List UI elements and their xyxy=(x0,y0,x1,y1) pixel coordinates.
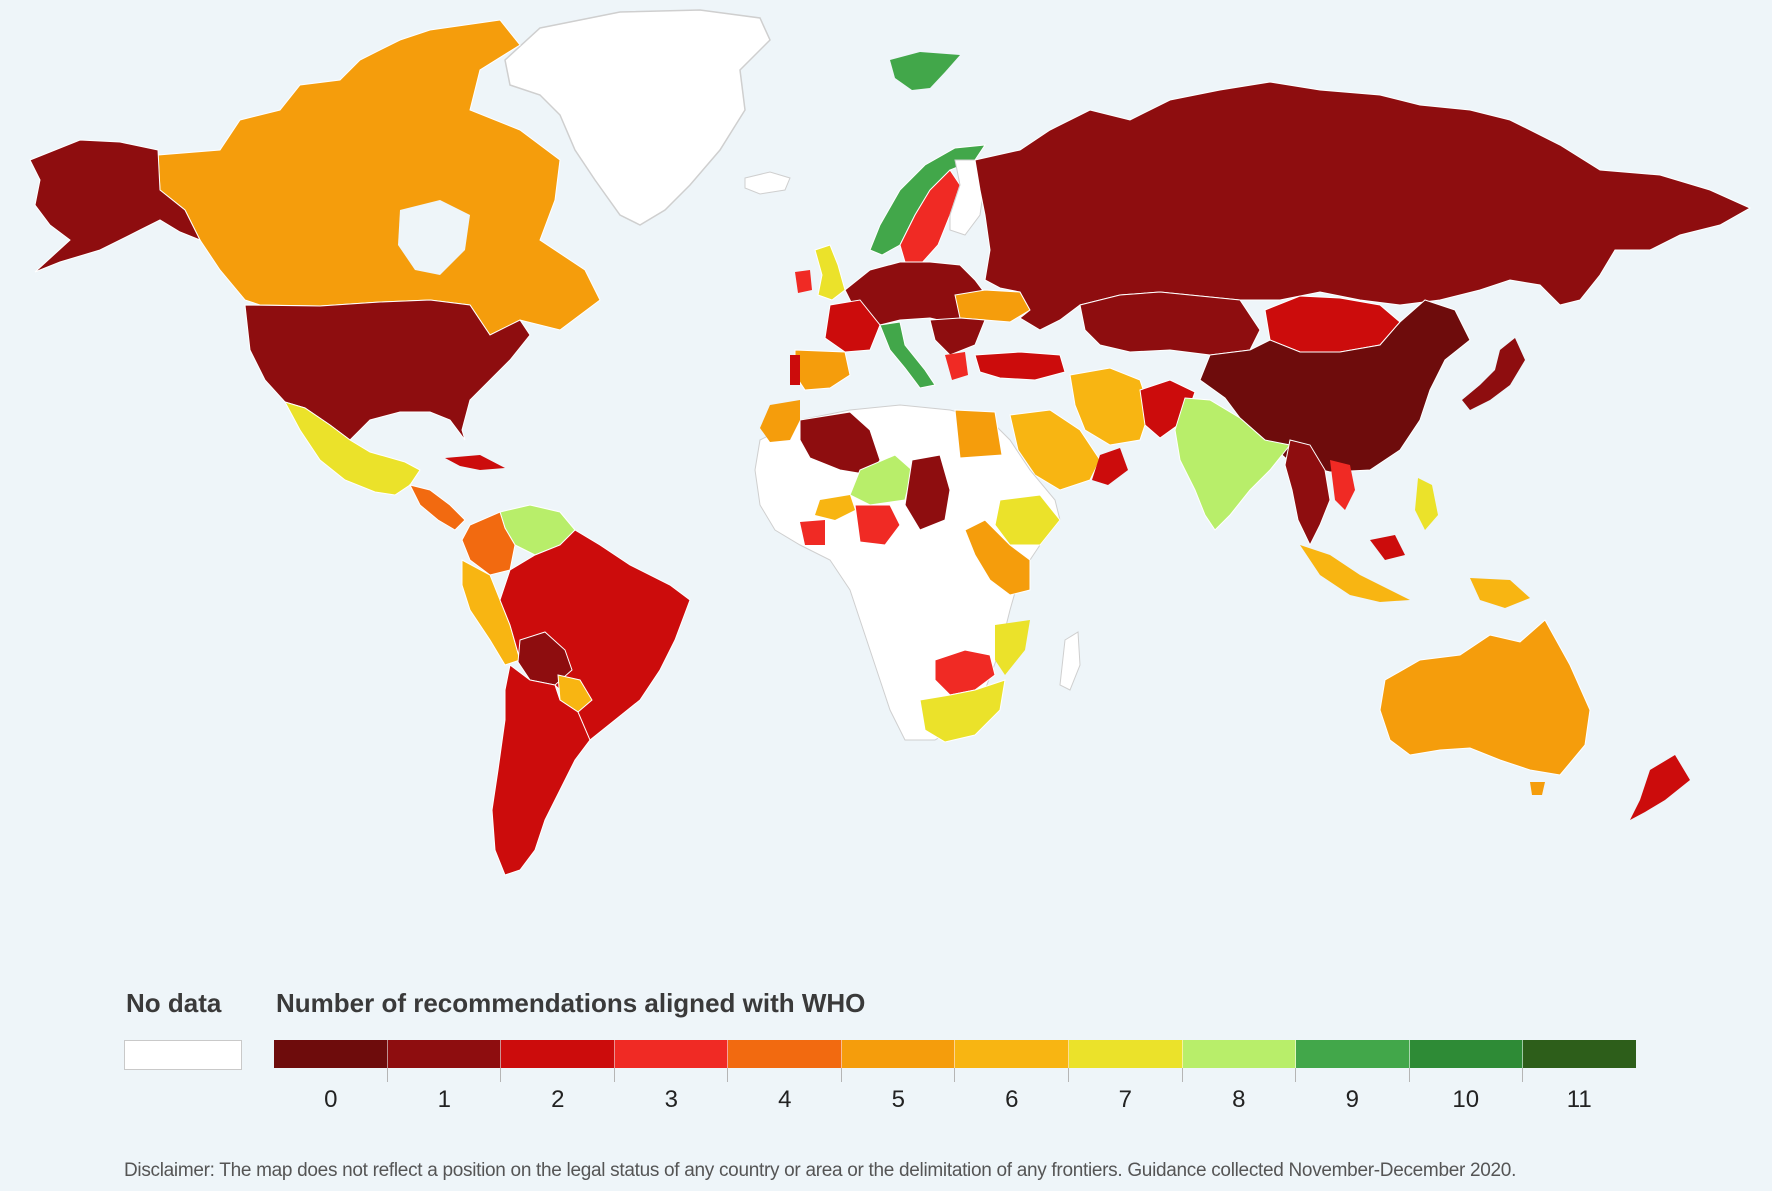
region-oman xyxy=(1092,448,1128,485)
region-new-guinea xyxy=(1470,578,1530,608)
region-india xyxy=(1174,397,1291,531)
legend-tick xyxy=(1181,1068,1296,1082)
legend-swatch-0 xyxy=(274,1040,388,1068)
legend-label-0: 0 xyxy=(324,1086,338,1113)
region-kazakhstan xyxy=(1079,291,1261,356)
region-united-kingdom xyxy=(814,244,846,301)
region-peru xyxy=(461,559,521,666)
region-southern-africa-red xyxy=(934,649,996,696)
legend-label-11: 11 xyxy=(1566,1086,1592,1113)
world-map xyxy=(29,9,1752,876)
region-ghana xyxy=(800,520,825,545)
legend-tick xyxy=(500,1068,614,1082)
region-mozambique xyxy=(995,620,1030,675)
region-romania xyxy=(954,289,1031,323)
legend-swatch-7 xyxy=(1069,1040,1183,1068)
region-vietnam xyxy=(1330,460,1355,510)
legend-swatch-3 xyxy=(614,1040,729,1068)
legend-color-scale xyxy=(274,1040,1636,1068)
region-philippines xyxy=(1415,478,1438,530)
legend-label-5: 5 xyxy=(891,1086,905,1113)
legend-no-data-label: No data xyxy=(126,988,222,1018)
region-alaska xyxy=(29,139,202,273)
legend-tick xyxy=(954,1068,1068,1082)
region-svalbard xyxy=(890,52,960,90)
region-indonesia xyxy=(1300,545,1410,602)
region-iran xyxy=(1069,367,1151,446)
region-kenya xyxy=(964,519,1031,596)
region-tasmania xyxy=(1530,782,1545,795)
legend-label-10: 10 xyxy=(1452,1086,1480,1113)
world-map-svg xyxy=(29,9,1752,876)
region-southeast-asia xyxy=(1284,439,1331,547)
region-malaysia xyxy=(1370,535,1405,560)
region-west-africa xyxy=(815,495,855,520)
region-ireland xyxy=(795,270,812,293)
region-mexico xyxy=(283,401,421,496)
region-italy xyxy=(879,321,936,389)
legend-tick xyxy=(1068,1068,1182,1082)
legend-swatch-11 xyxy=(1523,1040,1636,1068)
legend-tick xyxy=(727,1068,841,1082)
legend-swatch-4 xyxy=(728,1040,842,1068)
region-france xyxy=(824,299,881,353)
legend-tick-labels: 0 1 2 3 4 5 6 7 8 9 10 11 xyxy=(274,1086,1636,1114)
legend-swatch-8 xyxy=(1182,1040,1297,1068)
region-japan xyxy=(1462,338,1525,410)
legend-swatch-9 xyxy=(1296,1040,1410,1068)
legend-tick xyxy=(840,1068,955,1082)
legend-tick xyxy=(1295,1068,1409,1082)
region-turkey xyxy=(974,351,1066,381)
legend-label-1: 1 xyxy=(437,1086,451,1113)
region-ethiopia xyxy=(994,494,1061,546)
legend-swatch-2 xyxy=(501,1040,615,1068)
hudson-bay xyxy=(398,200,470,275)
region-saudi-arabia xyxy=(1009,409,1101,491)
legend-label-9: 9 xyxy=(1345,1086,1359,1113)
legend-label-4: 4 xyxy=(778,1086,792,1113)
region-egypt xyxy=(954,409,1003,459)
legend-label-8: 8 xyxy=(1232,1086,1246,1113)
legend-label-2: 2 xyxy=(551,1086,565,1113)
legend-no-data-swatch xyxy=(124,1040,242,1070)
region-balkans xyxy=(929,317,986,356)
legend-swatch-5 xyxy=(841,1040,956,1068)
region-cuba xyxy=(445,455,505,470)
region-greenland xyxy=(504,9,771,226)
region-central-america xyxy=(409,484,466,531)
legend-tick xyxy=(1522,1068,1636,1082)
region-nigeria xyxy=(854,504,901,546)
region-paraguay xyxy=(557,674,593,713)
region-greece xyxy=(945,352,968,380)
legend-swatch-1 xyxy=(387,1040,502,1068)
legend-tick xyxy=(386,1068,501,1082)
legend-tick-marks xyxy=(274,1068,1636,1082)
legend-tick xyxy=(274,1068,387,1082)
legend-label-3: 3 xyxy=(664,1086,678,1113)
legend-tick xyxy=(613,1068,728,1082)
legend-tick xyxy=(1408,1068,1523,1082)
region-russia xyxy=(974,81,1752,331)
region-argentina xyxy=(491,664,591,876)
legend-label-6: 6 xyxy=(1005,1086,1019,1113)
legend-title: Number of recommendations aligned with W… xyxy=(276,988,866,1018)
legend-label-7: 7 xyxy=(1118,1086,1132,1113)
region-canada xyxy=(157,19,601,336)
region-iceland xyxy=(744,171,791,195)
region-new-zealand xyxy=(1630,755,1690,820)
region-madagascar xyxy=(1059,631,1081,691)
region-portugal xyxy=(790,355,800,385)
region-chad xyxy=(904,454,951,531)
region-morocco xyxy=(760,400,800,442)
region-south-africa xyxy=(919,679,1006,743)
disclaimer-text: Disclaimer: The map does not reflect a p… xyxy=(124,1160,1517,1181)
legend-swatch-10 xyxy=(1409,1040,1524,1068)
legend-swatch-6 xyxy=(955,1040,1070,1068)
region-australia xyxy=(1379,619,1591,776)
